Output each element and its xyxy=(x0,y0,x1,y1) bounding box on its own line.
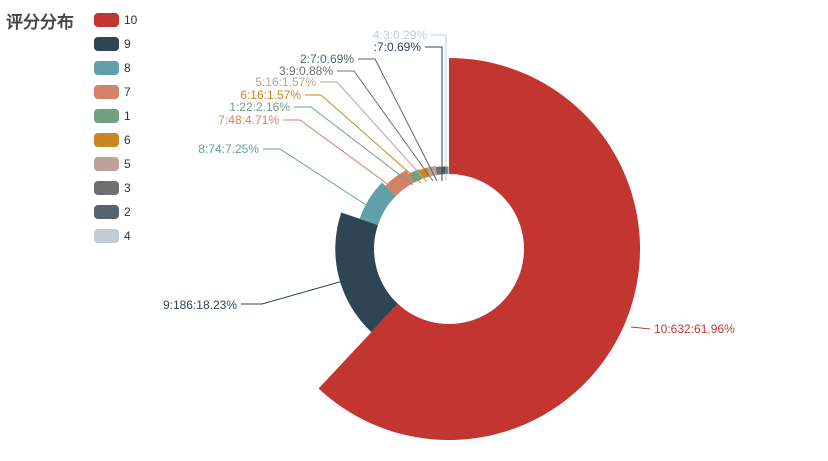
legend-swatch xyxy=(94,205,119,219)
slice-label: 1:22:2.16% xyxy=(229,100,290,114)
leader-line xyxy=(294,106,414,186)
slice-label: 8:74:7.25% xyxy=(198,142,259,156)
legend-label: 4 xyxy=(124,229,131,243)
legend-item-3[interactable]: 3 xyxy=(94,176,137,200)
leader-line xyxy=(263,148,375,211)
pie-slice-7[interactable] xyxy=(385,169,414,197)
legend-label: 1 xyxy=(124,109,131,123)
slice-label: 6:16:1.57% xyxy=(240,88,301,102)
slice-label: 4:3:0.29% xyxy=(373,28,427,42)
pie-slice-10[interactable] xyxy=(318,58,641,441)
legend-swatch xyxy=(94,157,119,171)
leader-line xyxy=(337,70,434,182)
legend-label: 6 xyxy=(124,133,131,147)
legend-label: 5 xyxy=(124,157,131,171)
legend-label: 10 xyxy=(124,13,138,27)
legend-item-5[interactable]: 5 xyxy=(94,152,137,176)
slice-label: 7:48:4.71% xyxy=(218,113,279,127)
legend: 10 9 8 7 1 6 5 3 2 4 xyxy=(94,8,137,248)
legend-swatch xyxy=(94,13,119,27)
legend-label: 7 xyxy=(124,85,131,99)
legend-swatch xyxy=(94,229,119,243)
legend-label: 8 xyxy=(124,61,131,75)
pie-slice-4[interactable] xyxy=(447,167,449,175)
legend-item-10[interactable]: 10 xyxy=(94,8,137,32)
legend-item-2[interactable]: 2 xyxy=(94,200,137,224)
slice-label: 3:9:0.88% xyxy=(279,64,333,78)
slice-label: 10:632:61.96% xyxy=(654,322,735,336)
pie-slice-3[interactable] xyxy=(435,166,442,175)
slice-label: :7:0.69% xyxy=(374,40,422,54)
leader-line xyxy=(358,58,438,182)
legend-item-9[interactable]: 9 xyxy=(94,32,137,56)
legend-item-7[interactable]: 7 xyxy=(94,80,137,104)
legend-item-6[interactable]: 6 xyxy=(94,128,137,152)
pie-slice-1[interactable] xyxy=(408,169,423,183)
legend-swatch xyxy=(94,85,119,99)
slice-label: 5:16:1.57% xyxy=(255,75,316,89)
legend-swatch xyxy=(94,37,119,51)
legend-swatch xyxy=(94,181,119,195)
pie-slice-8[interactable] xyxy=(359,182,396,225)
leader-line xyxy=(425,46,443,181)
leader-line xyxy=(241,280,344,305)
legend-label: 9 xyxy=(124,37,131,51)
leader-line xyxy=(283,119,398,192)
legend-item-4[interactable]: 4 xyxy=(94,224,137,248)
legend-swatch xyxy=(94,61,119,75)
leader-line xyxy=(431,34,447,180)
slice-label: 2:7:0.69% xyxy=(300,52,354,66)
pie-slice-9[interactable] xyxy=(335,212,398,333)
legend-item-1[interactable]: 1 xyxy=(94,104,137,128)
legend-item-8[interactable]: 8 xyxy=(94,56,137,80)
leader-line xyxy=(630,326,651,330)
legend-swatch xyxy=(94,133,119,147)
legend-label: 2 xyxy=(124,205,131,219)
legend-label: 3 xyxy=(124,181,131,195)
chart-title: 评分分布 xyxy=(6,13,74,33)
leader-line xyxy=(305,94,422,184)
leader-line xyxy=(320,81,428,183)
slice-label: 9:186:18.23% xyxy=(163,298,237,312)
legend-swatch xyxy=(94,109,119,123)
